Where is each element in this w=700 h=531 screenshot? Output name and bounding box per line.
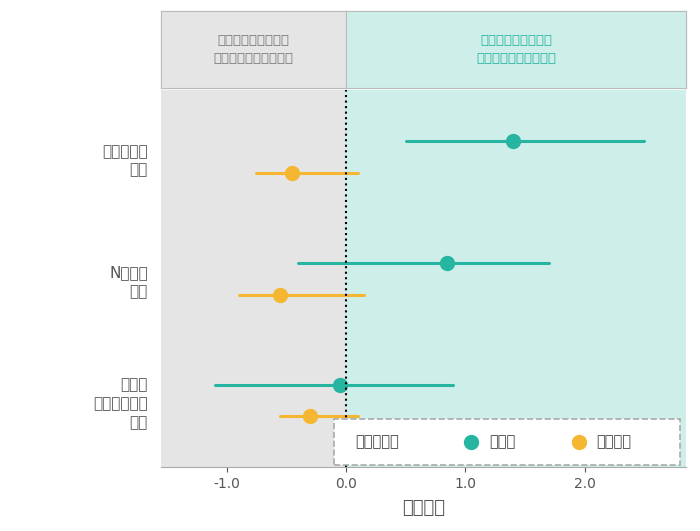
Bar (161, 11, 346, 88)
Bar (346, 11, 686, 88)
FancyBboxPatch shape (334, 418, 680, 465)
Text: その活動が多いほど
課題成績が良いゾーン: その活動が多いほど 課題成績が良いゾーン (476, 33, 556, 65)
Bar (346, 90, 686, 467)
X-axis label: 回帰係数: 回帰係数 (402, 499, 445, 517)
Text: 活動の強度: 活動の強度 (356, 434, 399, 449)
Bar (161, 90, 346, 467)
Text: 低強度: 低強度 (489, 434, 515, 449)
Text: その活動が多いほど
課題成績が悪いゾーン: その活動が多いほど 課題成績が悪いゾーン (214, 33, 293, 65)
Text: 中高強度: 中高強度 (596, 434, 631, 449)
